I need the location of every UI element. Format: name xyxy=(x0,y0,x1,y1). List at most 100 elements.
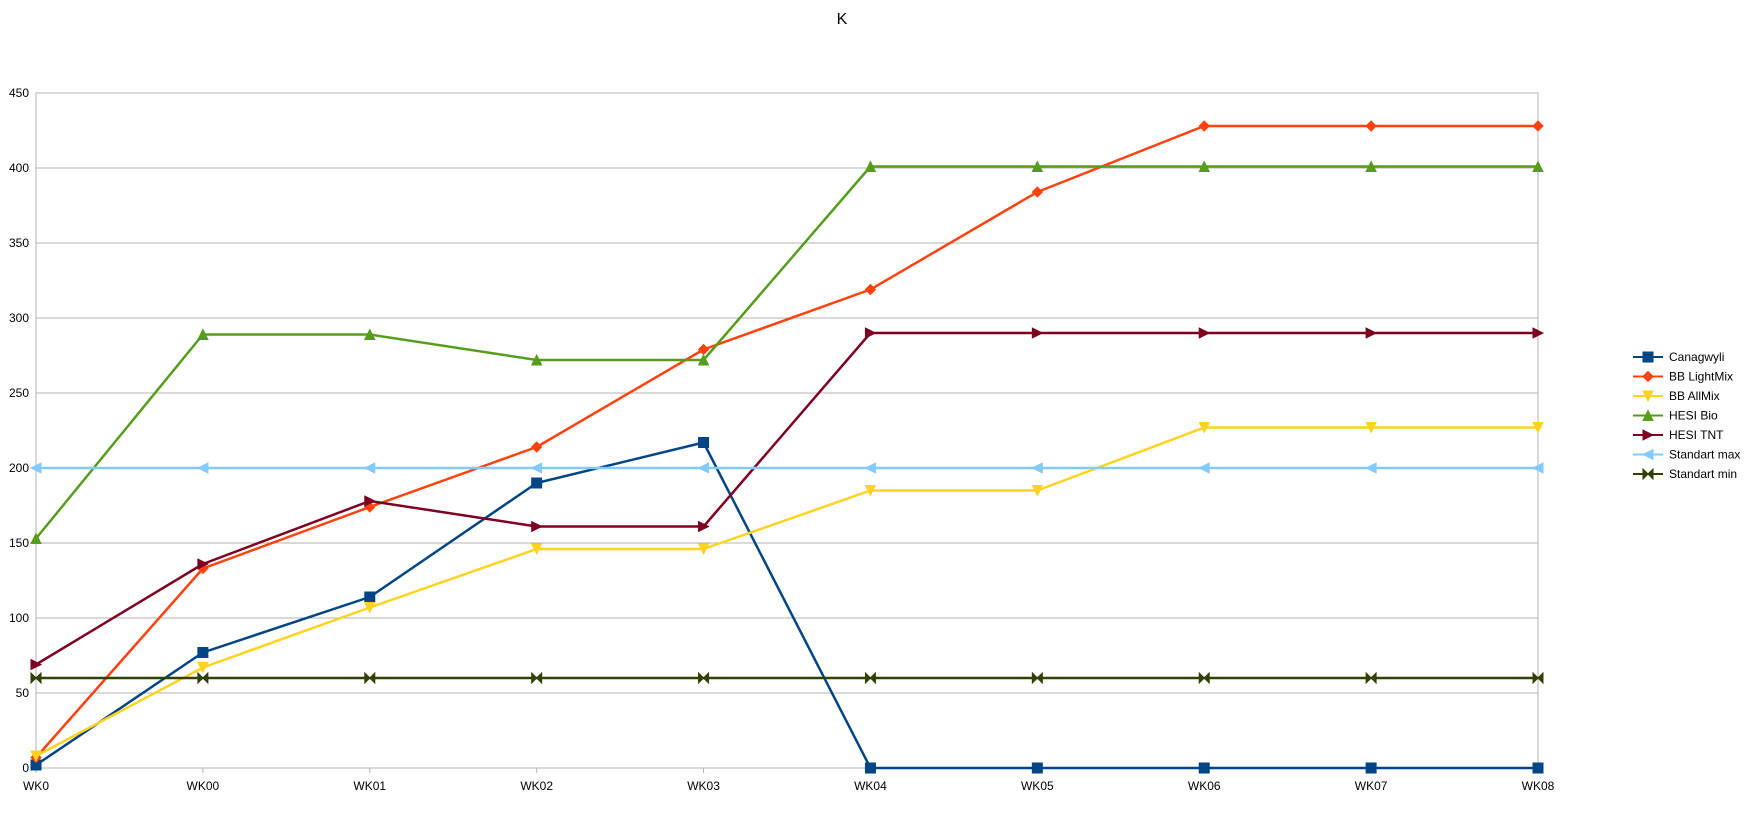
series-3 xyxy=(30,160,1544,544)
legend-entry: HESI Bio xyxy=(1633,409,1718,423)
data-point xyxy=(864,762,876,774)
y-tick-label: 200 xyxy=(9,461,29,475)
legend-marker xyxy=(1642,409,1654,421)
data-point xyxy=(1364,462,1377,474)
data-point xyxy=(1198,422,1211,434)
legend-entry: Standart max xyxy=(1633,448,1740,462)
legend-label: BB AllMix xyxy=(1669,389,1720,403)
chart-title: K xyxy=(837,11,848,28)
data-point xyxy=(698,671,710,685)
data-point xyxy=(197,328,209,340)
data-point xyxy=(364,671,376,685)
legend-entry: BB LightMix xyxy=(1633,370,1733,384)
x-tick-label: WK04 xyxy=(854,779,887,793)
data-point xyxy=(1532,120,1544,132)
data-point xyxy=(363,328,376,340)
legend-label: Standart min xyxy=(1669,467,1737,481)
data-point xyxy=(697,543,710,556)
legend-marker xyxy=(1641,448,1654,461)
data-point xyxy=(1532,762,1544,774)
legend-entry: HESI TNT xyxy=(1633,428,1724,442)
series-line xyxy=(35,124,1538,759)
y-tick-label: 150 xyxy=(9,536,29,550)
data-point xyxy=(1031,160,1044,172)
data-point xyxy=(864,283,877,296)
data-point xyxy=(1031,462,1043,474)
data-point xyxy=(531,477,543,489)
data-point xyxy=(1532,422,1544,434)
y-tick-label: 0 xyxy=(22,761,29,775)
data-point xyxy=(29,462,42,474)
legend-label: HESI Bio xyxy=(1669,409,1718,423)
data-point xyxy=(1365,422,1377,434)
series xyxy=(29,120,1545,774)
series-5 xyxy=(29,462,1544,474)
legend-entry: BB AllMix xyxy=(1633,389,1720,403)
data-point xyxy=(698,520,710,533)
data-point xyxy=(864,160,877,172)
data-point xyxy=(531,520,543,533)
legend-marker xyxy=(1642,351,1654,363)
x-tick-label: WK0 xyxy=(23,779,49,793)
data-point xyxy=(1532,327,1545,339)
x-tick-label: WK06 xyxy=(1188,779,1221,793)
data-point xyxy=(530,353,543,366)
y-tick-label: 350 xyxy=(9,236,29,250)
axes: 0 50 100 150 200 250 300 350 400 450 WK0 WK00 WK01 WK… xyxy=(9,86,1555,793)
data-point xyxy=(364,591,376,603)
legend-label: BB LightMix xyxy=(1669,370,1733,384)
data-point xyxy=(530,543,543,556)
data-point xyxy=(864,671,876,685)
series-0 xyxy=(30,437,1544,774)
data-point xyxy=(697,462,710,474)
data-point xyxy=(531,671,543,685)
legend-marker xyxy=(1642,429,1655,441)
data-point xyxy=(364,495,376,507)
data-point xyxy=(530,462,543,474)
data-point xyxy=(697,353,710,366)
series-line xyxy=(35,165,1538,540)
data-point xyxy=(1365,160,1377,172)
data-point xyxy=(197,558,210,570)
y-tick-label: 250 xyxy=(9,386,29,400)
legend-marker xyxy=(1642,390,1654,403)
data-point xyxy=(1198,160,1211,172)
y-tick-label: 50 xyxy=(16,686,30,700)
data-point xyxy=(1031,327,1044,339)
data-point xyxy=(1532,160,1544,172)
data-point xyxy=(1031,186,1044,198)
series-line xyxy=(35,426,1538,758)
series-4 xyxy=(30,327,1545,671)
y-tick-label: 100 xyxy=(9,611,29,625)
data-point xyxy=(1532,671,1544,685)
data-point xyxy=(1198,762,1210,774)
legend-entry: Canagwyli xyxy=(1633,350,1724,364)
x-tick-label: WK02 xyxy=(520,779,553,793)
series-line xyxy=(35,441,1538,770)
x-tick-label: WK00 xyxy=(187,779,220,793)
x-tick-label: WK07 xyxy=(1355,779,1388,793)
legend-marker xyxy=(1642,467,1654,481)
data-point xyxy=(1365,327,1378,339)
x-tick-label: WK05 xyxy=(1021,779,1054,793)
data-point xyxy=(30,671,42,685)
legend-label: Standart max xyxy=(1669,448,1740,462)
data-point xyxy=(1365,120,1377,132)
series-line xyxy=(35,331,1538,666)
legend: Canagwyli BB LightMix BB AllMix HESI Bio HES… xyxy=(1633,350,1740,481)
series-6 xyxy=(30,671,1544,685)
data-point xyxy=(1198,462,1210,474)
data-point xyxy=(30,658,43,671)
data-point xyxy=(197,662,209,674)
data-point xyxy=(1198,671,1210,685)
data-point xyxy=(864,327,877,339)
data-point xyxy=(1531,462,1544,474)
legend-entry: Standart min xyxy=(1633,467,1737,481)
data-point xyxy=(1031,671,1043,685)
legend-label: HESI TNT xyxy=(1669,428,1724,442)
data-point xyxy=(1198,327,1211,339)
data-point xyxy=(1198,120,1210,132)
y-tick-label: 450 xyxy=(9,86,29,100)
